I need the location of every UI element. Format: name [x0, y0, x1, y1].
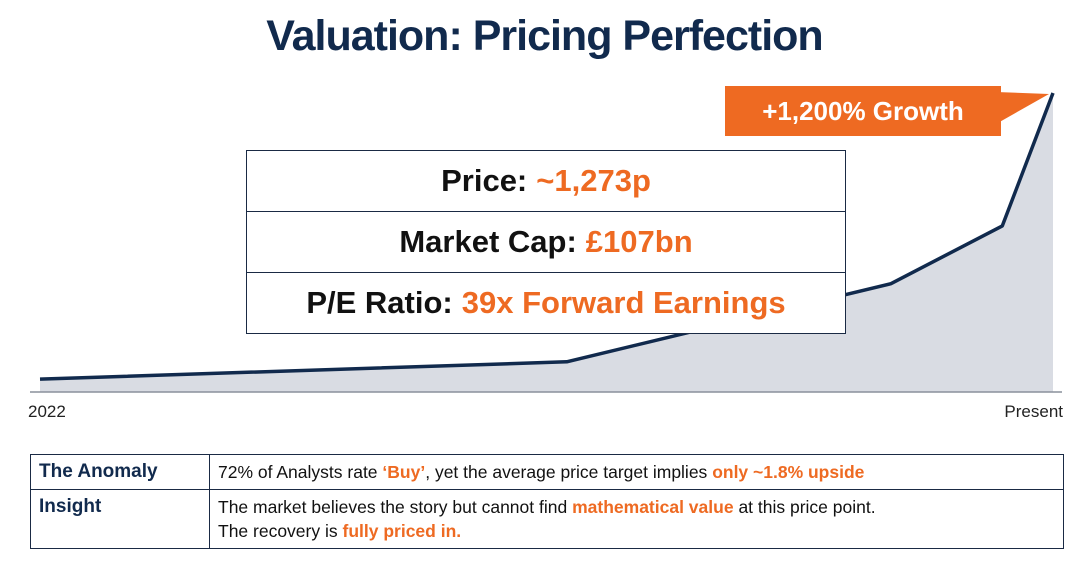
page-title: Valuation: Pricing Perfection: [266, 12, 823, 60]
price-row: Price: ~1,273p: [247, 151, 845, 212]
insight-label: Insight: [30, 489, 210, 549]
insight-text-1: The market believes the story but cannot…: [218, 497, 568, 517]
insight-highlight-priced: fully priced in.: [342, 521, 462, 541]
stats-box: Price: ~1,273p Market Cap: £107bn P/E Ra…: [246, 150, 846, 334]
callout-pointer: [996, 92, 1049, 124]
insight-highlight-value: mathematical value: [572, 497, 734, 517]
anomaly-text-2: , yet the average price target implies: [425, 462, 708, 482]
market-cap-label: Market Cap:: [399, 224, 577, 259]
price-label: Price:: [441, 163, 528, 198]
x-tick-start: 2022: [28, 402, 66, 421]
market-cap-row: Market Cap: £107bn: [247, 212, 845, 273]
pe-row: P/E Ratio: 39x Forward Earnings: [247, 273, 845, 333]
insight-text: The market believes the story but cannot…: [209, 489, 1064, 549]
anomaly-label: The Anomaly: [30, 454, 210, 490]
pe-value: 39x Forward Earnings: [461, 285, 786, 320]
price-value: ~1,273p: [536, 163, 651, 198]
growth-line: [39, 92, 1055, 381]
growth-callout: +1,200% Growth: [725, 86, 1001, 136]
table-row: Insight The market believes the story bu…: [30, 489, 1064, 549]
anomaly-text: 72% of Analysts rate ‘Buy’, yet the aver…: [209, 454, 1064, 490]
table-row: The Anomaly 72% of Analysts rate ‘Buy’, …: [30, 454, 1064, 490]
insight-text-2: at this price point.: [738, 497, 876, 517]
insight-text-3: The recovery is: [218, 521, 338, 541]
anomaly-highlight-upside: only ~1.8% upside: [712, 462, 865, 482]
info-table: The Anomaly 72% of Analysts rate ‘Buy’, …: [30, 454, 1064, 549]
anomaly-text-1: 72% of Analysts rate: [218, 462, 378, 482]
pe-label: P/E Ratio:: [306, 285, 453, 320]
x-tick-end: Present: [1004, 402, 1063, 421]
market-cap-value: £107bn: [585, 224, 693, 259]
anomaly-highlight-buy: ‘Buy’: [382, 462, 426, 482]
